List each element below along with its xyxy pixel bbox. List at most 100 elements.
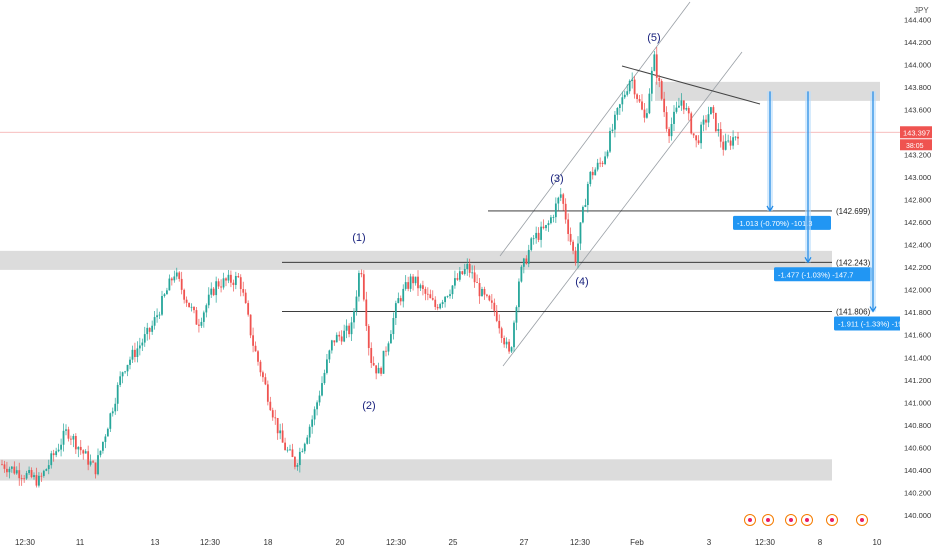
candle-body[interactable] [525, 258, 528, 264]
candle-body[interactable] [124, 371, 126, 373]
candle-body[interactable] [490, 300, 493, 303]
candle-body[interactable] [439, 304, 442, 309]
candle-body[interactable] [658, 77, 661, 81]
candle-body[interactable] [377, 367, 380, 374]
candle-body[interactable] [190, 306, 193, 308]
candle-body[interactable] [392, 318, 395, 335]
candle-body[interactable] [552, 217, 555, 218]
candle-body[interactable] [170, 278, 173, 281]
candle-body[interactable] [582, 206, 584, 223]
candle-body[interactable] [382, 350, 385, 374]
candle-body[interactable] [207, 294, 210, 306]
candle-body[interactable] [33, 475, 35, 478]
candle-body[interactable] [387, 343, 390, 352]
candle-body[interactable] [380, 367, 382, 374]
candle-body[interactable] [385, 350, 387, 352]
candle-body[interactable] [323, 372, 326, 384]
candle-body[interactable] [365, 299, 368, 327]
candle-body[interactable] [175, 272, 178, 277]
candle-body[interactable] [614, 114, 616, 130]
candle-body[interactable] [104, 436, 107, 442]
candle-body[interactable] [271, 410, 274, 418]
candle-body[interactable] [193, 306, 195, 311]
candle-body[interactable] [638, 99, 641, 102]
candle-body[interactable] [402, 288, 405, 302]
candle-body[interactable] [434, 299, 437, 307]
candle-body[interactable] [643, 109, 646, 118]
candle-body[interactable] [705, 119, 707, 123]
candle-body[interactable] [345, 325, 348, 331]
candle-body[interactable] [294, 456, 296, 467]
candle-body[interactable] [436, 306, 439, 309]
candle-body[interactable] [188, 302, 190, 308]
candle-body[interactable] [87, 451, 90, 465]
candle-body[interactable] [682, 100, 685, 110]
candle-body[interactable] [532, 238, 535, 240]
candle-body[interactable] [673, 111, 675, 124]
candle-body[interactable] [166, 290, 168, 295]
candle-body[interactable] [631, 79, 634, 81]
candle-body[interactable] [266, 384, 269, 402]
candle-body[interactable] [136, 348, 139, 357]
candle-body[interactable] [134, 349, 136, 357]
candle-body[interactable] [262, 372, 264, 378]
candle-body[interactable] [678, 105, 680, 108]
candle-body[interactable] [734, 136, 737, 138]
candle-body[interactable] [129, 359, 131, 365]
candle-body[interactable] [700, 124, 702, 144]
candle-body[interactable] [719, 129, 722, 142]
candle-body[interactable] [732, 137, 734, 146]
candle-body[interactable] [429, 294, 432, 299]
candle-body[interactable] [409, 276, 412, 289]
candle-body[interactable] [8, 468, 11, 473]
candle-body[interactable] [636, 94, 638, 100]
candle-body[interactable] [724, 141, 727, 150]
candle-body[interactable] [609, 131, 611, 152]
candle-body[interactable] [38, 475, 40, 486]
candle-body[interactable] [680, 100, 683, 106]
candle-body[interactable] [254, 345, 257, 352]
candle-body[interactable] [42, 470, 45, 476]
candle-body[interactable] [466, 263, 469, 269]
candle-body[interactable] [311, 419, 314, 427]
candlesticks[interactable] [1, 47, 739, 488]
candle-body[interactable] [468, 263, 471, 273]
candle-body[interactable] [279, 430, 282, 434]
candle-body[interactable] [57, 449, 60, 452]
candle-body[interactable] [727, 140, 730, 142]
candle-body[interactable] [318, 395, 321, 403]
candle-body[interactable] [151, 325, 154, 332]
candle-body[interactable] [252, 335, 254, 346]
candle-body[interactable] [72, 435, 75, 440]
candle-body[interactable] [111, 411, 114, 414]
candle-body[interactable] [141, 342, 144, 346]
candle-body[interactable] [1, 464, 3, 466]
candle-body[interactable] [370, 348, 373, 364]
candle-body[interactable] [333, 340, 336, 343]
candle-body[interactable] [518, 281, 520, 308]
candle-body[interactable] [143, 334, 146, 343]
candle-body[interactable] [306, 437, 309, 444]
candle-body[interactable] [281, 430, 284, 443]
candle-body[interactable] [230, 274, 232, 283]
candle-body[interactable] [10, 466, 13, 469]
candle-body[interactable] [232, 282, 235, 285]
candle-body[interactable] [45, 469, 48, 471]
candle-body[interactable] [417, 276, 419, 289]
candle-body[interactable] [205, 305, 208, 313]
candle-body[interactable] [451, 285, 454, 295]
candle-body[interactable] [202, 312, 205, 322]
candle-body[interactable] [458, 271, 461, 280]
candle-body[interactable] [540, 226, 542, 240]
candle-body[interactable] [114, 403, 117, 412]
candle-body[interactable] [444, 296, 446, 303]
candle-body[interactable] [244, 292, 247, 304]
candle-body[interactable] [481, 288, 483, 297]
candle-body[interactable] [498, 320, 501, 329]
candle-body[interactable] [601, 162, 604, 165]
candle-body[interactable] [547, 223, 550, 226]
candle-body[interactable] [559, 194, 562, 198]
candle-body[interactable] [564, 203, 567, 220]
candle-body[interactable] [116, 384, 119, 404]
